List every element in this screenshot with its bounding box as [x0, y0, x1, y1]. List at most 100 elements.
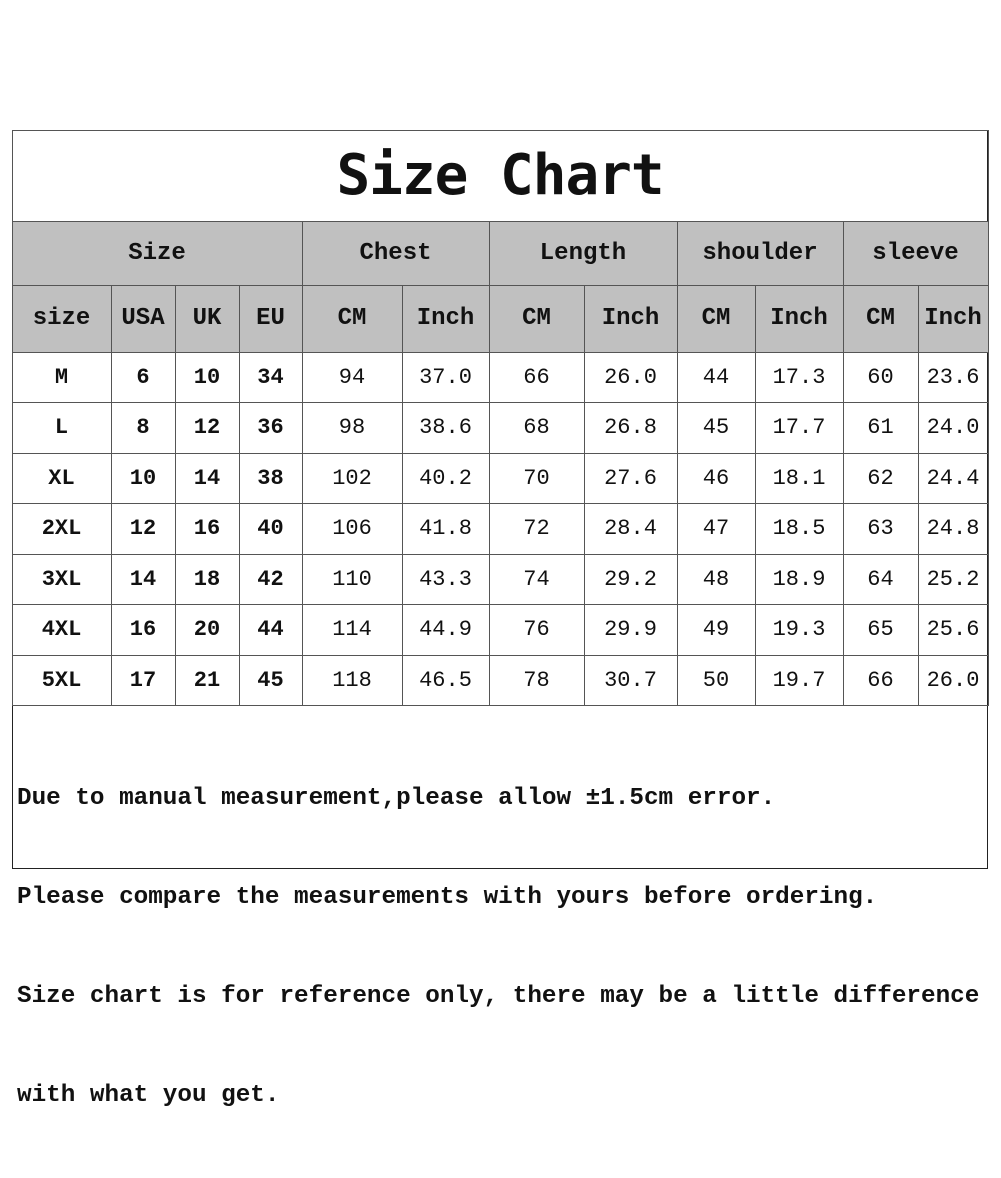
note-line: with what you get. [17, 1082, 280, 1109]
table-cell: 36 [238, 402, 303, 454]
table-cell: 61 [842, 402, 919, 454]
table-cell: 10 [174, 351, 240, 403]
table-cell: L [11, 402, 112, 454]
column-header: CM [842, 284, 919, 353]
table-cell: 48 [676, 553, 756, 605]
table-cell: 44.9 [401, 604, 490, 656]
column-header: size [11, 284, 112, 353]
group-header-size: Size [11, 220, 303, 286]
table-cell: 2XL [11, 503, 112, 555]
table-cell: 19.3 [754, 604, 844, 656]
table-cell: 18.9 [754, 553, 844, 605]
column-header-row: size USA UK EU CM Inch CM Inch CM Inch CM Inch [11, 284, 989, 353]
table-cell: 16 [110, 604, 176, 656]
table-cell: 26.0 [917, 654, 989, 706]
table-cell: 17.3 [754, 351, 844, 403]
note-line: Due to manual measurement,please allow ±… [17, 785, 776, 812]
table-cell: 44 [676, 351, 756, 403]
size-chart: Size Chart Size Chest Length shoulder sl… [11, 129, 989, 1109]
table-cell: M [11, 351, 112, 403]
table-cell: 25.6 [917, 604, 989, 656]
table-cell: 44 [238, 604, 303, 656]
table-cell: 68 [488, 402, 585, 454]
table-cell: 17 [110, 654, 176, 706]
table-row: 3XL 14 18 42 110 43.3 74 29.2 48 18.9 64 25.2 [11, 553, 989, 605]
table-cell: 62 [842, 452, 919, 504]
table-cell: 8 [110, 402, 176, 454]
table-cell: 19.7 [754, 654, 844, 706]
table-cell: 21 [174, 654, 240, 706]
table-cell: 78 [488, 654, 585, 706]
table-cell: 23.6 [917, 351, 989, 403]
group-header-chest: Chest [301, 220, 490, 286]
table-cell: 114 [301, 604, 403, 656]
table-cell: 6 [110, 351, 176, 403]
table-cell: 118 [301, 654, 403, 706]
column-header: CM [301, 284, 403, 353]
table-cell: 10 [110, 452, 176, 504]
table-cell: 50 [676, 654, 756, 706]
table-cell: 46 [676, 452, 756, 504]
column-header: Inch [754, 284, 844, 353]
table-cell: 14 [110, 553, 176, 605]
column-header: EU [238, 284, 303, 353]
table-cell: 49 [676, 604, 756, 656]
table-cell: 60 [842, 351, 919, 403]
size-table: Size Chart Size Chest Length shoulder sl… [11, 129, 989, 707]
table-cell: 47 [676, 503, 756, 555]
column-header: Inch [583, 284, 678, 353]
table-cell: 45 [676, 402, 756, 454]
table-cell: 38.6 [401, 402, 490, 454]
table-cell: 18.5 [754, 503, 844, 555]
table-cell: 17.7 [754, 402, 844, 454]
column-header: Inch [917, 284, 989, 353]
table-cell: 26.0 [583, 351, 678, 403]
table-cell: 65 [842, 604, 919, 656]
table-cell: XL [11, 452, 112, 504]
group-header-row: Size Chest Length shoulder sleeve [11, 220, 989, 286]
table-cell: 24.8 [917, 503, 989, 555]
table-cell: 94 [301, 351, 403, 403]
table-cell: 63 [842, 503, 919, 555]
table-cell: 27.6 [583, 452, 678, 504]
table-cell: 20 [174, 604, 240, 656]
table-cell: 5XL [11, 654, 112, 706]
table-cell: 14 [174, 452, 240, 504]
table-cell: 12 [110, 503, 176, 555]
table-cell: 102 [301, 452, 403, 504]
note-line: Size chart is for reference only, there … [17, 983, 980, 1010]
table-cell: 18 [174, 553, 240, 605]
table-cell: 40.2 [401, 452, 490, 504]
group-header-shoulder: shoulder [676, 220, 844, 286]
table-cell: 4XL [11, 604, 112, 656]
table-cell: 72 [488, 503, 585, 555]
table-cell: 42 [238, 553, 303, 605]
table-cell: 45 [238, 654, 303, 706]
column-header: Inch [401, 284, 490, 353]
table-row: 4XL 16 20 44 114 44.9 76 29.9 49 19.3 65 25.6 [11, 604, 989, 656]
table-cell: 66 [842, 654, 919, 706]
table-cell: 24.4 [917, 452, 989, 504]
table-cell: 70 [488, 452, 585, 504]
table-cell: 41.8 [401, 503, 490, 555]
table-cell: 40 [238, 503, 303, 555]
table-cell: 34 [238, 351, 303, 403]
table-cell: 37.0 [401, 351, 490, 403]
table-cell: 106 [301, 503, 403, 555]
table-cell: 25.2 [917, 553, 989, 605]
column-header: UK [174, 284, 240, 353]
table-row: 5XL 17 21 45 118 46.5 78 30.7 50 19.7 66 26.0 [11, 654, 989, 706]
notes: Due to manual measurement,please allow ±… [17, 716, 979, 1178]
table-cell: 74 [488, 553, 585, 605]
column-header: CM [676, 284, 756, 353]
table-cell: 38 [238, 452, 303, 504]
table-cell: 76 [488, 604, 585, 656]
table-row: XL 10 14 38 102 40.2 70 27.6 46 18.1 62 24.4 [11, 452, 989, 504]
table-cell: 64 [842, 553, 919, 605]
table-row: 2XL 12 16 40 106 41.8 72 28.4 47 18.5 63 24.8 [11, 503, 989, 555]
group-header-sleeve: sleeve [842, 220, 989, 286]
table-cell: 46.5 [401, 654, 490, 706]
table-cell: 26.8 [583, 402, 678, 454]
table-cell: 18.1 [754, 452, 844, 504]
table-cell: 66 [488, 351, 585, 403]
